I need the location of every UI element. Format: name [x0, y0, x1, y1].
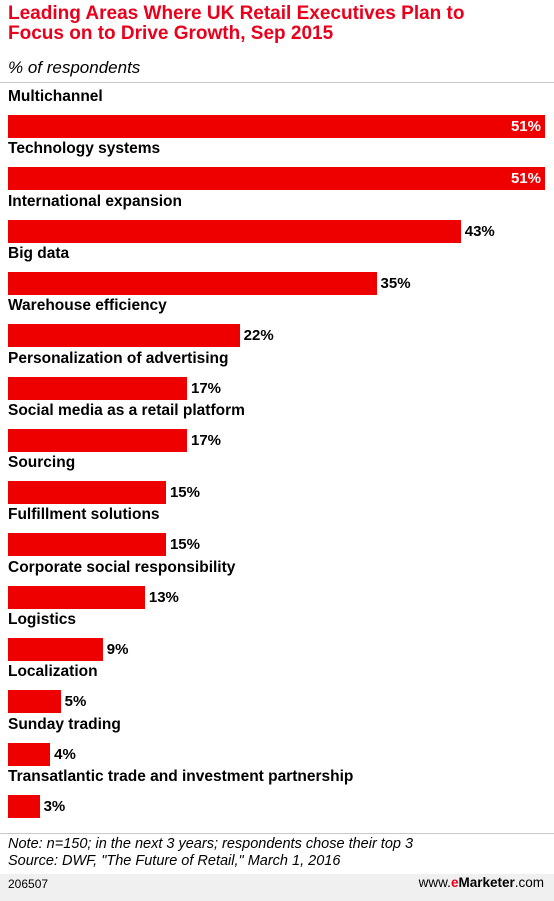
- bar: [8, 533, 166, 557]
- category-label: Personalization of advertising: [8, 349, 229, 367]
- category-label: Multichannel: [8, 88, 103, 105]
- chart-title-line-1: Leading Areas Where UK Retail Executives…: [8, 3, 465, 24]
- bottom-divider: [0, 833, 554, 834]
- category-label: Logistics: [8, 611, 77, 628]
- bar: [8, 585, 145, 609]
- value-label: 43%: [464, 222, 495, 240]
- bar: [8, 794, 40, 818]
- category-label: Sourcing: [8, 454, 76, 472]
- bar: [8, 481, 166, 505]
- value-label: 51%: [510, 118, 541, 135]
- value-label: 35%: [380, 274, 411, 292]
- brand-e: e: [450, 875, 459, 890]
- value-label: 3%: [43, 797, 66, 815]
- value-label: 15%: [169, 484, 200, 502]
- value-label: 17%: [191, 379, 222, 397]
- bar: [8, 690, 61, 714]
- category-label: Big data: [8, 244, 70, 262]
- brand-name: Marketer: [458, 875, 515, 890]
- category-label: Fulfillment solutions: [8, 506, 160, 524]
- bar: [8, 271, 377, 295]
- value-label: 22%: [243, 327, 274, 345]
- bar: [8, 428, 187, 452]
- category-label: Transatlantic trade and investment partn…: [8, 767, 354, 785]
- bar: [8, 638, 103, 661]
- chart-title: Leading Areas Where UK Retail Executives…: [8, 4, 548, 44]
- category-label: Sunday trading: [8, 715, 121, 733]
- bar: [8, 115, 545, 138]
- category-label: Technology systems: [8, 140, 161, 158]
- bar-chart: Multichannel 51% Technology systems 51% Inte…: [0, 88, 554, 824]
- brand-link[interactable]: www.eMarketer.com: [419, 875, 544, 890]
- category-label: Warehouse efficiency: [8, 297, 167, 315]
- brand-prefix: www.: [418, 875, 451, 890]
- chart-notes: Note: n=150; in the next 3 years; respon…: [8, 836, 413, 870]
- note-line: Note: n=150; in the next 3 years; respon…: [8, 836, 414, 852]
- value-label: 13%: [148, 588, 179, 606]
- category-label: International expansion: [8, 192, 182, 210]
- top-divider: [0, 82, 554, 83]
- value-label: 17%: [191, 431, 222, 449]
- bar: [8, 376, 187, 400]
- category-label: Corporate social responsibility: [8, 558, 236, 576]
- category-label: Social media as a retail platform: [8, 401, 245, 419]
- category-label: Localization: [8, 663, 98, 681]
- value-label: 9%: [106, 641, 129, 658]
- chart-title-line-2: Focus on to Drive Growth, Sep 2015: [8, 23, 334, 44]
- value-label: 15%: [169, 536, 200, 554]
- value-label: 51%: [510, 170, 541, 188]
- bar: [8, 324, 240, 348]
- value-label: 5%: [64, 693, 87, 711]
- bar: [8, 219, 461, 243]
- bar: [8, 742, 51, 766]
- chart-subtitle: % of respondents: [8, 58, 141, 77]
- chart-id: 206507: [8, 877, 49, 891]
- footer-bar: [0, 874, 554, 901]
- bar: [8, 167, 545, 191]
- source-line: Source: DWF, "The Future of Retail," Mar…: [8, 853, 341, 869]
- brand-suffix: .com: [514, 875, 544, 890]
- value-label: 4%: [54, 745, 76, 763]
